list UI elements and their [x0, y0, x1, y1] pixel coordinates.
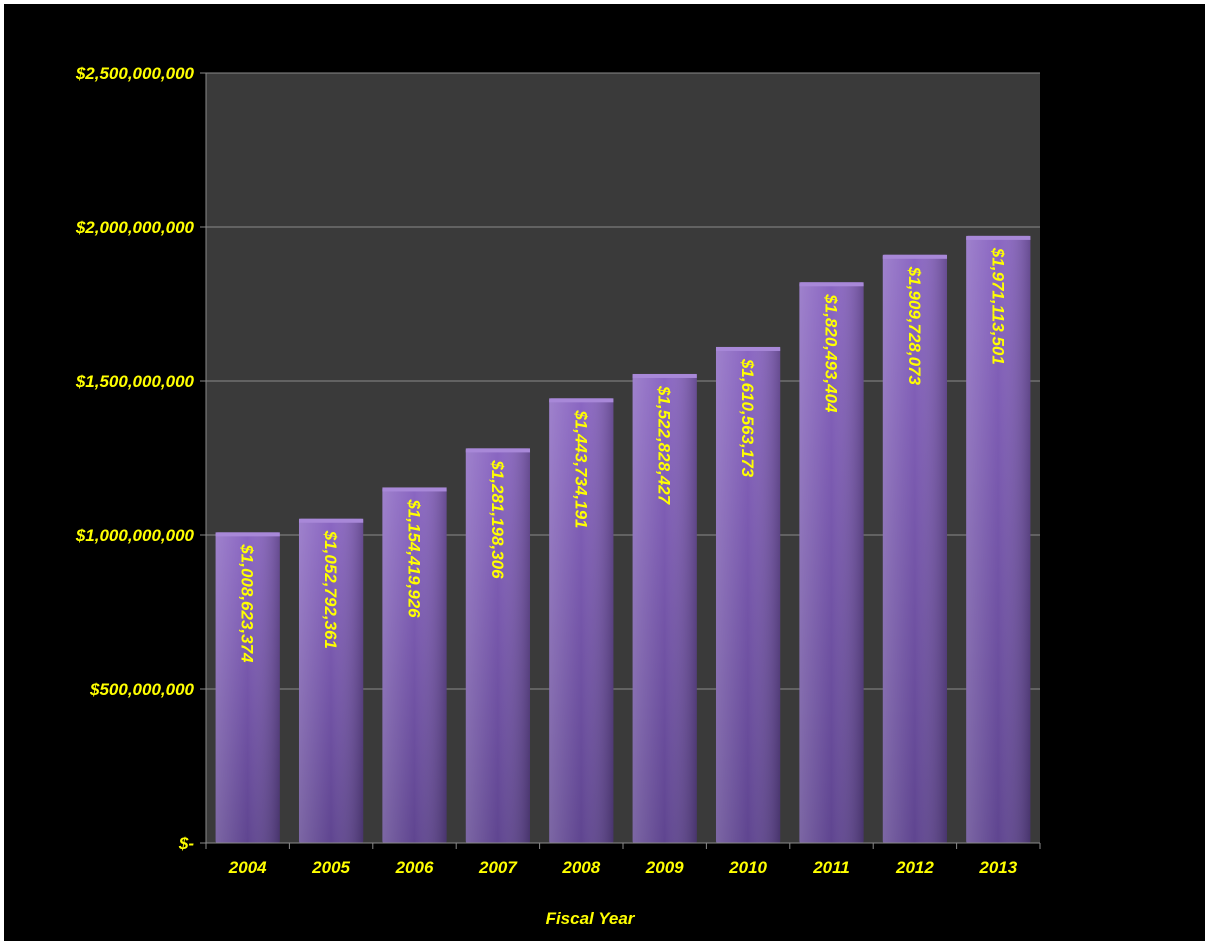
bar-top-highlight [382, 487, 447, 492]
data-label-2013: $1,971,113,501 [988, 247, 1007, 365]
data-label-2012: $1,909,728,073 [905, 266, 924, 386]
bar-shading [882, 254, 948, 843]
y-tick-label: $1,000,000,000 [75, 526, 195, 545]
bar-top-highlight [966, 235, 1031, 240]
x-tick-label: 2004 [228, 858, 267, 877]
data-label-2008: $1,443,734,191 [571, 409, 590, 528]
data-label-2005: $1,052,792,361 [321, 530, 340, 649]
x-tick-label: 2006 [395, 858, 434, 877]
bar-top-highlight [715, 346, 781, 351]
data-label-2006: $1,154,419,926 [405, 498, 424, 618]
x-tick-label: 2008 [561, 858, 600, 877]
bar-top-highlight [549, 398, 614, 403]
data-label-2010: $1,610,563,173 [738, 358, 757, 478]
bar-top-highlight [465, 448, 531, 453]
x-tick-label: 2012 [895, 858, 934, 877]
y-tick-label: $2,500,000,000 [75, 64, 195, 83]
y-tick-label: $1,500,000,000 [75, 372, 195, 391]
x-axis-title: Fiscal Year [546, 909, 636, 928]
x-tick-label: 2007 [478, 858, 518, 877]
data-label-2004: $1,008,623,374 [238, 543, 257, 663]
bar-shading [632, 373, 697, 843]
bar-shading [549, 398, 614, 843]
bar-top-highlight [215, 532, 280, 537]
bar-top-highlight [799, 282, 864, 287]
y-tick-label: $- [178, 834, 194, 853]
x-tick-label: 2010 [728, 858, 767, 877]
data-label-2007: $1,281,198,306 [488, 459, 507, 579]
bar-top-highlight [632, 373, 697, 378]
data-label-2011: $1,820,493,404 [822, 293, 841, 413]
x-tick-label: 2013 [978, 858, 1017, 877]
bar-shading [465, 448, 531, 843]
bar-shading [715, 346, 781, 843]
bar-shading [298, 518, 364, 843]
y-tick-label: $500,000,000 [89, 680, 195, 699]
bar-shading [799, 282, 864, 843]
bar-top-highlight [298, 518, 364, 523]
data-label-2009: $1,522,828,427 [655, 385, 674, 506]
x-tick-label: 2011 [812, 858, 850, 877]
y-tick-label: $2,000,000,000 [75, 218, 195, 237]
x-tick-label: 2005 [311, 858, 350, 877]
x-tick-label: 2009 [645, 858, 684, 877]
bar-shading [215, 532, 280, 843]
bar-shading [966, 235, 1031, 844]
bar-shading [382, 487, 447, 843]
bar-top-highlight [882, 254, 948, 259]
